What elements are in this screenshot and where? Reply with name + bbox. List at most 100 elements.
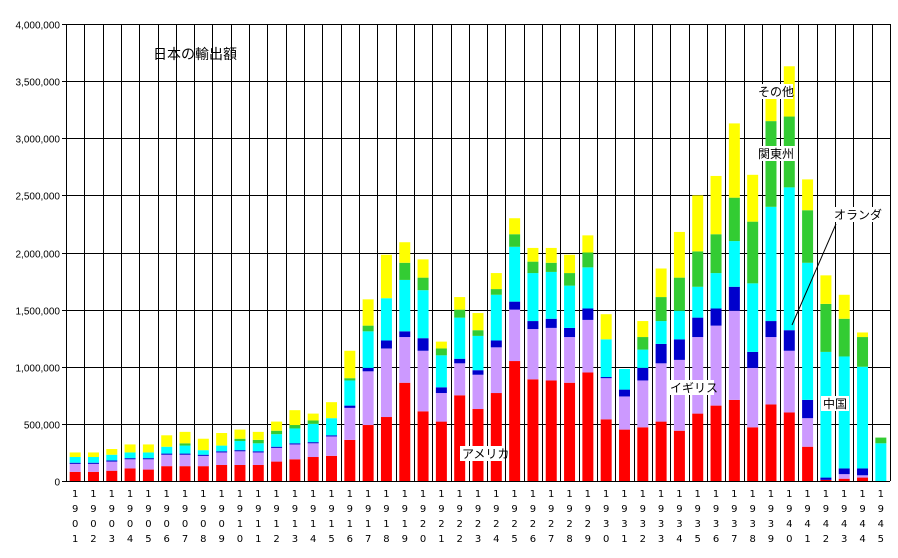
bar-segment bbox=[142, 469, 154, 481]
bar-segment bbox=[161, 454, 173, 467]
y-tick-label: 1,000,000 bbox=[16, 364, 61, 375]
bar-segment bbox=[838, 478, 850, 481]
bar-segment bbox=[765, 206, 777, 322]
bar-segment bbox=[802, 418, 814, 447]
bar-segment bbox=[142, 458, 154, 460]
bar-segment bbox=[472, 374, 484, 410]
bar-segment bbox=[326, 455, 338, 481]
bar-segment bbox=[728, 310, 740, 400]
bar-segment bbox=[490, 393, 502, 481]
bar-segment bbox=[435, 387, 447, 394]
bar-segment bbox=[197, 438, 209, 451]
bar-segment bbox=[857, 468, 869, 476]
bar-segment bbox=[600, 339, 612, 378]
bar-segment bbox=[142, 459, 154, 470]
bar-segment bbox=[564, 273, 576, 286]
bar-segment bbox=[417, 290, 429, 339]
bar-segment bbox=[380, 298, 392, 341]
bar-segment bbox=[509, 361, 521, 481]
bar-segment bbox=[271, 461, 283, 481]
bar-segment bbox=[564, 285, 576, 328]
bar-segment bbox=[399, 242, 411, 263]
bar-segment bbox=[582, 235, 594, 253]
bar-segment bbox=[87, 452, 99, 458]
bar-segment bbox=[673, 339, 685, 360]
bar-segment bbox=[637, 321, 649, 338]
bar-segment bbox=[435, 341, 447, 349]
bar-segment bbox=[252, 431, 264, 440]
bar-segment bbox=[124, 468, 136, 481]
bar-segment bbox=[216, 451, 228, 453]
leader-line-netherlands bbox=[791, 223, 837, 326]
bar-segment bbox=[289, 428, 301, 444]
bar-segment bbox=[472, 409, 484, 481]
bar-segment bbox=[87, 463, 99, 472]
bar-segment bbox=[216, 433, 228, 446]
bar-segment bbox=[69, 457, 81, 463]
bar-segment bbox=[857, 366, 869, 469]
bar-segment bbox=[87, 462, 99, 464]
bar-segment bbox=[545, 327, 557, 381]
bar-segment bbox=[692, 195, 704, 252]
label-bg-kwantung bbox=[757, 146, 795, 161]
bar-segment bbox=[380, 348, 392, 418]
bar-segment bbox=[655, 343, 667, 364]
y-tick-labels: 0 500,000 1,000,000 1,500,000 2,000,000 2,500… bbox=[16, 21, 61, 489]
bar-segment bbox=[802, 210, 814, 263]
bar-segment bbox=[692, 251, 704, 287]
bar-segment bbox=[326, 435, 338, 437]
bar-segment bbox=[124, 444, 136, 453]
bar-segment bbox=[161, 453, 173, 455]
bar-segment bbox=[655, 421, 667, 481]
bar-segment bbox=[197, 466, 209, 481]
bar-segment bbox=[673, 430, 685, 481]
bar-segment bbox=[637, 367, 649, 381]
bar-segment bbox=[618, 429, 630, 481]
label-britain: イギリス bbox=[670, 381, 718, 395]
bar-segment bbox=[454, 363, 466, 396]
bar-segment bbox=[527, 329, 539, 380]
bar-segment bbox=[271, 446, 283, 448]
bar-segment bbox=[564, 254, 576, 274]
bar-segment bbox=[289, 410, 301, 426]
bar-segment bbox=[399, 382, 411, 481]
bar-segment bbox=[490, 273, 502, 290]
y-tick-label: 3,000,000 bbox=[16, 135, 61, 146]
bar-segment bbox=[783, 412, 795, 481]
bar-segment bbox=[545, 380, 557, 481]
bar-segment bbox=[655, 321, 667, 344]
bar-segment bbox=[600, 419, 612, 481]
bar-segment bbox=[106, 454, 118, 461]
bar-segment bbox=[710, 405, 722, 481]
bar-segment bbox=[454, 317, 466, 359]
label-netherlands: オランダ bbox=[834, 207, 882, 222]
bar-segment bbox=[710, 175, 722, 235]
bar-segment bbox=[838, 474, 850, 479]
bar-segment bbox=[802, 399, 814, 419]
bar-segment bbox=[637, 427, 649, 481]
bar-segment bbox=[747, 174, 759, 222]
bar-segment bbox=[362, 325, 374, 332]
label-bg-china bbox=[821, 396, 849, 411]
bar-segment bbox=[783, 330, 795, 351]
bar-segment bbox=[857, 337, 869, 367]
bar-segment bbox=[765, 121, 777, 207]
bar-segment bbox=[838, 468, 850, 475]
bar-segment bbox=[692, 317, 704, 338]
bar-segment bbox=[838, 294, 850, 319]
bar-segment bbox=[417, 259, 429, 278]
